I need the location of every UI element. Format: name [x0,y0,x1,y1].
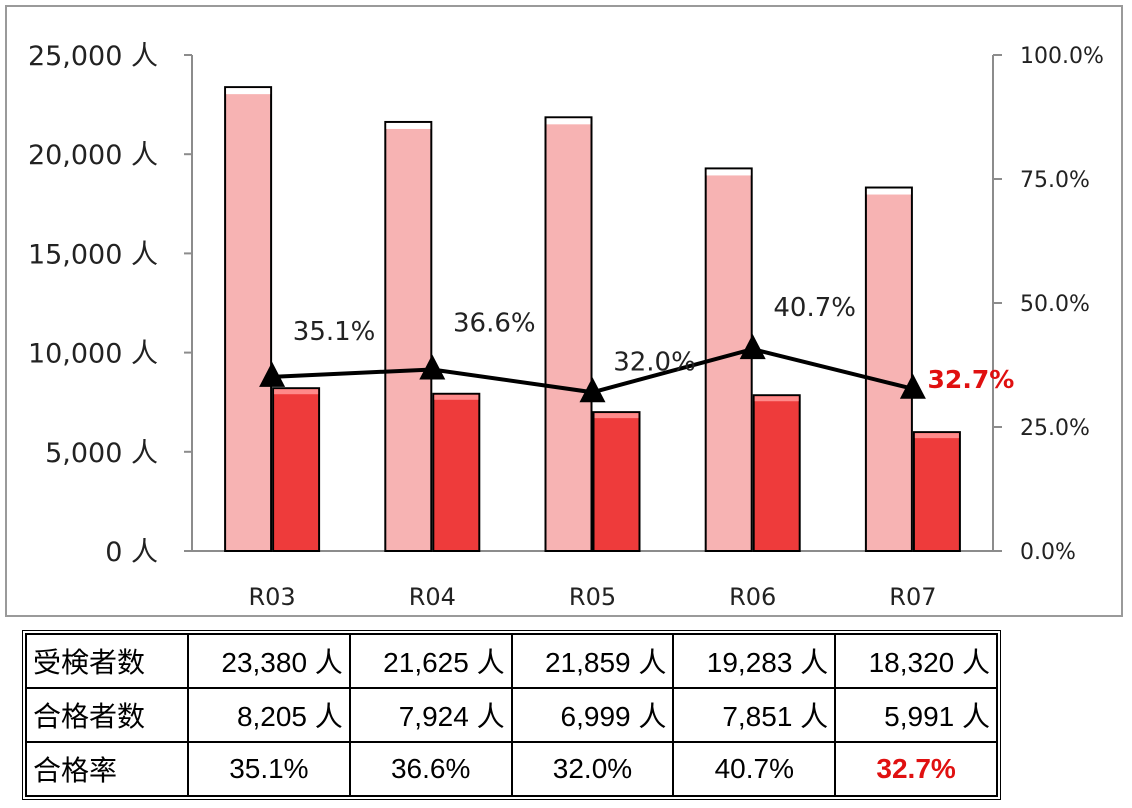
y-left-tick-label: 0 人 [105,537,158,568]
pass-rate-marker [579,377,606,403]
table-cell: 6,999 人 [511,688,674,742]
bar-examinees-cap [706,169,751,176]
y-left-tick-label: 25,000 人 [28,41,158,72]
bar-passers-cap [434,394,479,400]
bar-examinees-cap [546,118,591,125]
table-cell: 21,625 人 [349,634,512,688]
table-cell: 8,205 人 [188,688,350,742]
y-right-tick-label: 0.0% [1020,540,1076,565]
table-row-examinees: 受検者数 23,380 人 21,625 人 21,859 人 19,283 人… [26,634,997,688]
bar-passers-cap [274,389,319,395]
table-cell: 19,283 人 [673,634,836,688]
x-tick-label: R05 [569,583,616,611]
row-label: 合格者数 [26,688,188,742]
table-row-passers: 合格者数 8,205 人 7,924 人 6,999 人 7,851 人 5,9… [26,688,997,742]
bar-examinees-cap [226,88,271,95]
bar-examinees [384,120,433,553]
table-cell: 35.1% [188,742,350,796]
row-label: 受検者数 [26,634,188,688]
table-cell: 18,320 人 [835,634,997,688]
data-label-highlight: 32.7% [928,365,1015,394]
pass-rate-marker [259,361,286,387]
data-label: 35.1% [293,317,376,347]
x-tick-label: R03 [248,583,295,611]
table-cell: 36.6% [349,742,512,796]
pass-rate-marker [739,334,766,360]
pass-rate-marker [419,354,446,380]
y-right-tick-label: 50.0% [1020,292,1090,317]
table-cell: 40.7% [673,742,836,796]
y-left-tick-label: 10,000 人 [28,339,158,370]
bar-examinees-cap [386,122,431,129]
combo-chart: 0 人 5,000 人 10,000 人 15,000 人 20,000 人 25,000… [28,41,1104,611]
bar-passers [592,411,641,552]
x-tick-label: R04 [409,583,456,611]
bar-passers [752,394,801,552]
pass-rate-marker [899,373,926,399]
table-cell-highlight: 32.7% [835,742,997,796]
data-table: 受検者数 23,380 人 21,625 人 21,859 人 19,283 人… [22,630,1001,800]
y-left-tick-label: 5,000 人 [45,438,158,469]
bar-examinees [224,86,273,552]
bar-passers-cap [594,413,639,419]
table-cell: 7,924 人 [349,688,512,742]
bar-examinees [864,186,913,553]
y-right-tick-label: 100.0% [1020,44,1104,69]
table-cell: 5,991 人 [835,688,997,742]
bar-examinees-cap [866,188,911,195]
table-cell: 32.0% [511,742,674,796]
y-right-tick-label: 25.0% [1020,416,1090,441]
bar-passers-cap [914,433,959,439]
data-label: 36.6% [453,308,536,338]
bar-passers [912,431,961,552]
table-cell: 23,380 人 [188,634,350,688]
y-left-tick-label: 15,000 人 [28,239,158,270]
bar-passers [432,392,481,552]
bar-passers [272,387,321,552]
data-label: 32.0% [613,347,696,377]
row-label: 合格率 [26,742,188,796]
data-label: 40.7% [773,293,856,323]
y-right-tick-label: 75.0% [1020,168,1090,193]
table-cell: 7,851 人 [673,688,836,742]
table-cell: 21,859 人 [511,634,674,688]
table-row-pass-rate: 合格率 35.1% 36.6% 32.0% 40.7% 32.7% [26,742,997,796]
x-tick-label: R06 [729,583,776,611]
bar-passers-cap [754,396,799,402]
x-tick-label: R07 [889,583,936,611]
y-left-tick-label: 20,000 人 [28,140,158,171]
bar-examinees [544,116,593,552]
